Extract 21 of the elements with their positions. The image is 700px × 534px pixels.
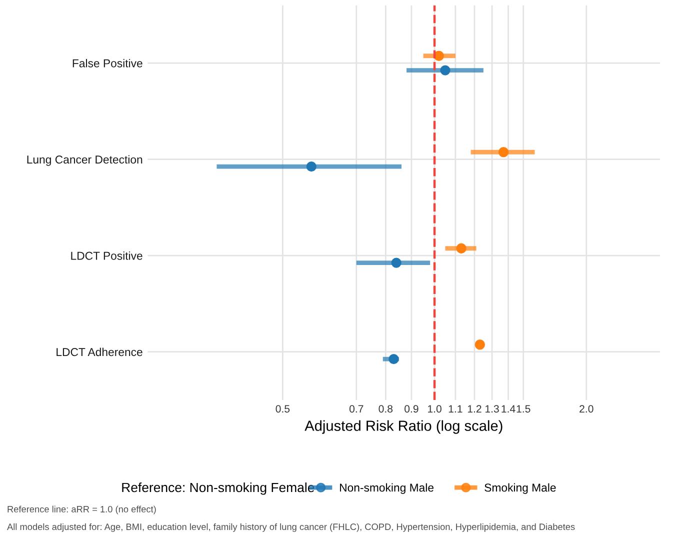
x-tick-label: 0.9 <box>404 405 418 413</box>
x-tick-label: 0.8 <box>378 405 393 413</box>
x-tick-label: 0.7 <box>349 405 364 413</box>
x-tick-label: 0.5 <box>276 405 290 413</box>
x-tick-label: 1.0 <box>428 405 442 413</box>
text: All models adjusted for: Age, BMI, education level, family history of lung cancer (FHLC), COPD, Hypertension, Hyperlipidemia, and Diabetes <box>7 523 575 532</box>
x-tick-label: 1.5 <box>516 405 530 413</box>
x-tick-label: 2.0 <box>580 405 594 413</box>
x-tick-label: 1.4 <box>502 405 516 412</box>
x-tick-label: 1.1 <box>448 405 462 412</box>
y-tick-label: LDCT Adherence <box>56 348 142 356</box>
legend-label: Non-smoking Male <box>340 483 434 494</box>
y-tick-label: Lung Cancer Detection <box>27 155 142 166</box>
legend-label: Smoking Male <box>484 483 556 494</box>
x-axis-title: Adjusted Risk Ratio (log scale) <box>304 420 502 434</box>
x-tick-label: 1.2 <box>468 405 482 412</box>
text: Reference line: aRR = 1.0 (no effect) <box>8 506 156 514</box>
x-tick-label: 1.3 <box>485 405 499 413</box>
y-tick-label: LDCT Positive <box>71 251 142 260</box>
y-tick-label: False Positive <box>72 58 142 68</box>
legend-title: Reference: Non-smoking Female <box>122 482 314 495</box>
